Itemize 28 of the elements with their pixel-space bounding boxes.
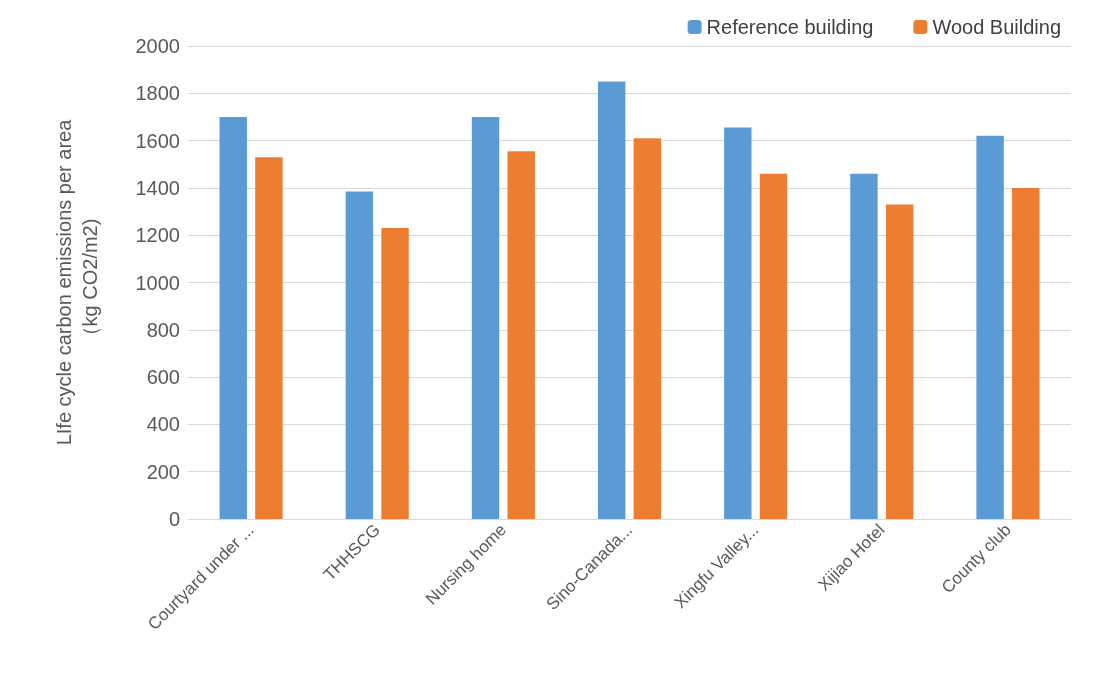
bar bbox=[885, 204, 914, 519]
bar bbox=[1012, 187, 1040, 519]
y-tick-label: 200 bbox=[146, 460, 180, 483]
bar bbox=[345, 191, 374, 519]
y-tick-label: 800 bbox=[146, 318, 180, 341]
bar bbox=[471, 116, 500, 519]
bar bbox=[507, 151, 535, 519]
bar bbox=[976, 135, 1004, 519]
y-axis-title: LIfe cycle carbon emissions per area （kg CO2/m2) bbox=[53, 118, 101, 446]
bar bbox=[850, 173, 878, 519]
legend-label: Wood Building bbox=[932, 16, 1062, 38]
bar bbox=[759, 173, 788, 519]
y-tick-label: 400 bbox=[146, 413, 180, 436]
y-tick-label: 1000 bbox=[135, 271, 180, 294]
y-tick-label: 0 bbox=[168, 508, 180, 530]
bar bbox=[381, 228, 409, 519]
y-tick-label: 1600 bbox=[135, 129, 180, 152]
bar bbox=[255, 157, 283, 519]
bar bbox=[597, 81, 626, 519]
legend-label: Reference building bbox=[706, 16, 874, 38]
y-tick-label: 1800 bbox=[135, 82, 180, 105]
y-tick-label: 1400 bbox=[135, 176, 180, 199]
y-tick-label: 1200 bbox=[135, 224, 180, 247]
bar bbox=[219, 116, 247, 519]
bar bbox=[633, 138, 662, 519]
y-tick-label: 2000 bbox=[135, 35, 180, 57]
y-tick-label: 600 bbox=[146, 366, 180, 389]
bar bbox=[724, 127, 752, 519]
